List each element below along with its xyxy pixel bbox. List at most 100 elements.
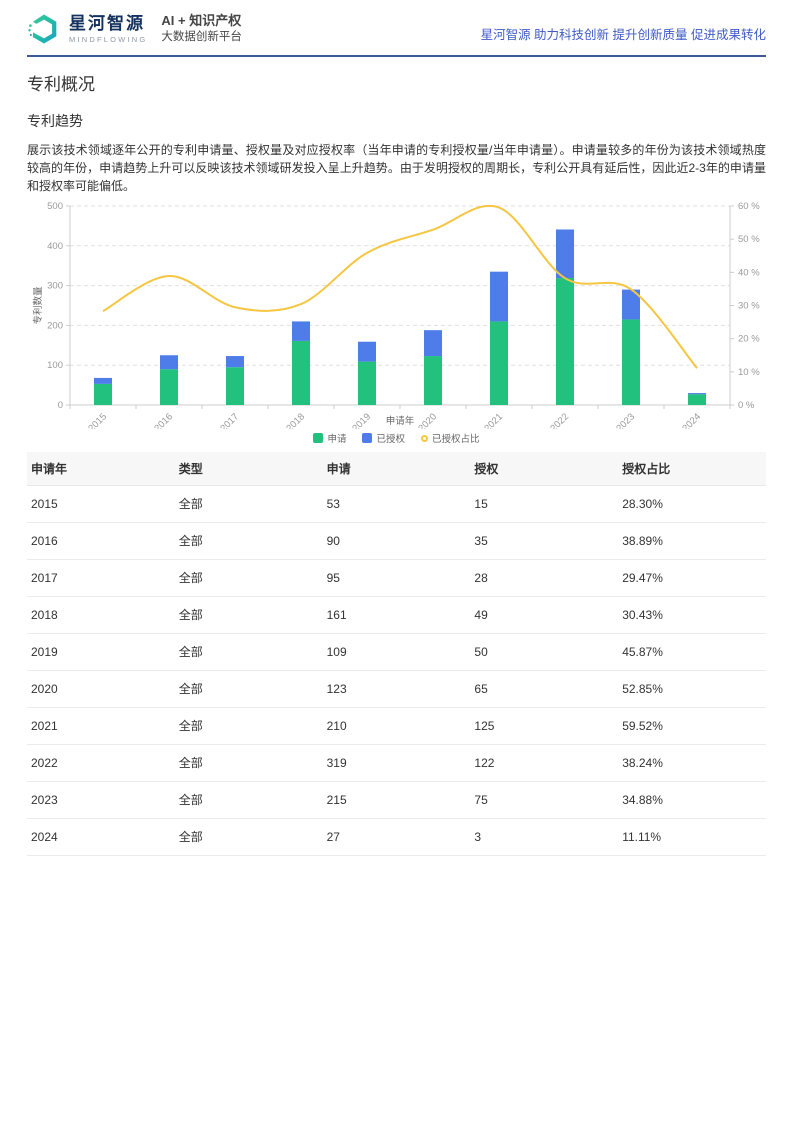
legend-label: 已授权占比: [432, 434, 480, 445]
legend-item-1[interactable]: 已授权: [362, 431, 405, 445]
bar-applications-2019[interactable]: [358, 361, 376, 405]
bar-granted-2017[interactable]: [226, 356, 244, 368]
y-axis-name: 专利数量: [32, 286, 44, 325]
bar-applications-2022[interactable]: [556, 278, 574, 405]
bar-granted-2016[interactable]: [160, 355, 178, 370]
table-cell: 28: [470, 559, 619, 597]
table-cell: 59.52%: [618, 707, 766, 745]
table-row: 2024 全部 27 3 11.11%: [27, 818, 766, 856]
x-axis-category-label: 2018: [284, 411, 307, 429]
logo-tagline-line1: AI + 知识产权: [161, 13, 242, 29]
y-axis-tick-label: 500: [47, 201, 63, 212]
x-axis-category-label: 2024: [680, 411, 703, 429]
logo-subtitle: MINDFLOWING: [69, 34, 148, 44]
table-row: 2016 全部 90 35 38.89%: [27, 522, 766, 560]
table-cell: 2022: [27, 744, 175, 782]
bar-applications-2015[interactable]: [94, 383, 112, 405]
table-cell: 210: [322, 707, 471, 745]
bar-applications-2021[interactable]: [490, 321, 508, 405]
chart-legend: 申请 已授权 已授权占比: [27, 429, 766, 447]
mindflowing-logo-icon: [28, 14, 57, 44]
y-axis-tick-label: 400: [47, 241, 63, 252]
table-cell: 全部: [174, 485, 323, 523]
table-cell: 2023: [27, 781, 175, 819]
table-row: 2021 全部 210 125 59.52%: [27, 707, 766, 745]
table-cell: 全部: [174, 596, 323, 634]
table-cell: 全部: [174, 781, 323, 819]
right-axis-tick-label: 30 %: [738, 301, 760, 312]
bar-applications-2016[interactable]: [160, 369, 178, 405]
bar-applications-2017[interactable]: [226, 367, 244, 405]
table-cell: 109: [322, 633, 471, 671]
bar-granted-2018[interactable]: [292, 321, 310, 341]
table-cell: 全部: [174, 744, 323, 782]
bar-granted-2015[interactable]: [94, 377, 112, 384]
table-row: 2017 全部 95 28 29.47%: [27, 559, 766, 597]
table-column-header-0: 申请年: [27, 452, 175, 486]
x-axis-category-label: 2020: [416, 411, 439, 429]
bar-granted-2021[interactable]: [490, 271, 508, 322]
y-axis-tick-label: 300: [47, 281, 63, 292]
table-cell: 35: [470, 522, 619, 560]
section-description: 展示该技术领域逐年公开的专利申请量、授权量及对应授权率（当年申请的专利授权量/当…: [27, 143, 766, 193]
legend-item-2[interactable]: 已授权占比: [421, 431, 480, 445]
table-cell: 15: [470, 485, 619, 523]
legend-square-icon: [313, 433, 324, 443]
legend-label: 申请: [327, 434, 347, 445]
bar-applications-2020[interactable]: [424, 356, 442, 405]
table-cell: 125: [470, 707, 619, 745]
logo-text: 星河智源 MINDFLOWING: [69, 15, 147, 44]
patent-trend-chart[interactable]: 0 100 200 300 400 500 0 % 10 % 20 % 30 % 40 % 50 % 6…: [27, 199, 766, 447]
table-cell: 52.85%: [618, 670, 766, 708]
bar-applications-2024[interactable]: [688, 394, 706, 405]
legend-ring-icon: [421, 434, 428, 442]
right-axis-tick-label: 40 %: [738, 267, 760, 278]
table-cell: 2021: [27, 707, 175, 745]
table-column-header-2: 申请: [322, 452, 471, 486]
bar-granted-2023[interactable]: [622, 289, 640, 320]
legend-square-icon: [362, 433, 373, 443]
bar-applications-2018[interactable]: [292, 340, 310, 405]
grant-ratio-line[interactable]: [102, 204, 698, 369]
logo-name: 星河智源: [69, 13, 145, 33]
table-cell: 38.24%: [618, 744, 766, 782]
legend-item-0[interactable]: 申请: [313, 431, 346, 445]
x-axis-category-label: 2015: [86, 411, 109, 429]
section-title: 专利趋势: [27, 113, 83, 129]
table-cell: 50: [470, 633, 619, 671]
table-cell: 38.89%: [618, 522, 766, 560]
bar-granted-2020[interactable]: [424, 330, 442, 357]
bar-granted-2019[interactable]: [358, 341, 376, 362]
y-axis-tick-label: 200: [47, 320, 63, 331]
table-cell: 2015: [27, 485, 175, 523]
page-title: 专利概况: [27, 75, 95, 94]
table-cell: 49: [470, 596, 619, 634]
bar-granted-2022[interactable]: [556, 229, 574, 279]
right-axis-tick-label: 60 %: [738, 201, 760, 212]
table-row: 2019 全部 109 50 45.87%: [27, 633, 766, 671]
table-body: 2015 全部 53 15 28.30% 2016 全部 90 35 38.89% 2017 全部 95…: [27, 485, 766, 856]
table-cell: 全部: [174, 707, 323, 745]
site-header: 星河智源 MINDFLOWING AI + 知识产权 大数据创新平台 星河智源 …: [27, 0, 766, 57]
bar-applications-2023[interactable]: [622, 319, 640, 405]
table-header-row: 申请年 类型 申请 授权 授权占比: [27, 452, 766, 486]
table-cell: 29.47%: [618, 559, 766, 597]
bar-granted-2024[interactable]: [688, 393, 706, 395]
right-axis-tick-label: 20 %: [738, 334, 760, 345]
table-cell: 53: [322, 485, 471, 523]
table-cell: 3: [470, 818, 619, 856]
header-slogan: 星河智源 助力科技创新 提升创新质量 促进成果转化: [480, 28, 766, 42]
y-axis-tick-label: 100: [47, 360, 63, 371]
table-cell: 215: [322, 781, 471, 819]
table-cell: 2016: [27, 522, 175, 560]
right-axis-tick-label: 10 %: [738, 367, 760, 378]
table-cell: 27: [322, 818, 471, 856]
table-cell: 2018: [27, 596, 175, 634]
table-column-header-4: 授权占比: [618, 452, 766, 486]
table-cell: 全部: [174, 559, 323, 597]
table-row: 2015 全部 53 15 28.30%: [27, 485, 766, 523]
table-cell: 全部: [174, 670, 323, 708]
table-row: 2018 全部 161 49 30.43%: [27, 596, 766, 634]
table-row: 2022 全部 319 122 38.24%: [27, 744, 766, 782]
table-cell: 28.30%: [618, 485, 766, 523]
